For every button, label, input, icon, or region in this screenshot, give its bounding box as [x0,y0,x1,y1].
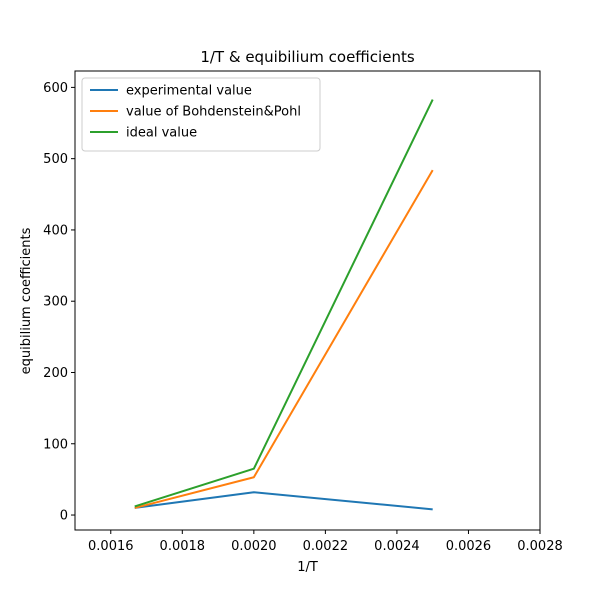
y-tick-label: 600 [43,81,68,96]
legend-label: value of Bohdenstein&Pohl [126,105,301,120]
x-axis-label: 1/T [297,560,318,575]
y-tick-label: 0 [60,509,68,524]
series-line-2 [134,99,434,508]
x-tick-label: 0.0018 [160,539,206,554]
y-tick-label: 500 [43,152,68,167]
series-line-1 [134,169,434,509]
legend: experimental value value of Bohdenstein&P… [81,77,321,152]
chart-title: 1/T & equibilium coefficients [200,48,415,66]
series-line-0 [134,491,433,511]
x-tick-label: 0.0016 [88,539,134,554]
x-axis: 0.0016 0.0018 0.0020 0.0022 0.0024 0.0026 0.00… [88,530,563,554]
x-tick-label: 0.0024 [374,539,420,554]
y-tick-label: 400 [43,223,68,238]
x-tick-label: 0.0020 [231,539,277,554]
y-tick-label: 100 [43,437,68,452]
series-lines [134,99,434,511]
x-tick-label: 0.0026 [446,539,492,554]
y-axis: 0 100 200 300 400 500 600 [43,81,75,524]
x-tick-label: 0.0022 [303,539,349,554]
legend-box [81,77,321,152]
x-tick-label: 0.0028 [517,539,563,554]
legend-label: experimental value [126,84,252,99]
plot-frame [74,70,541,531]
legend-label: ideal value [126,126,197,141]
y-axis-label: equibilium coefficients [19,227,34,374]
y-tick-label: 200 [43,366,68,381]
y-tick-label: 300 [43,295,68,310]
